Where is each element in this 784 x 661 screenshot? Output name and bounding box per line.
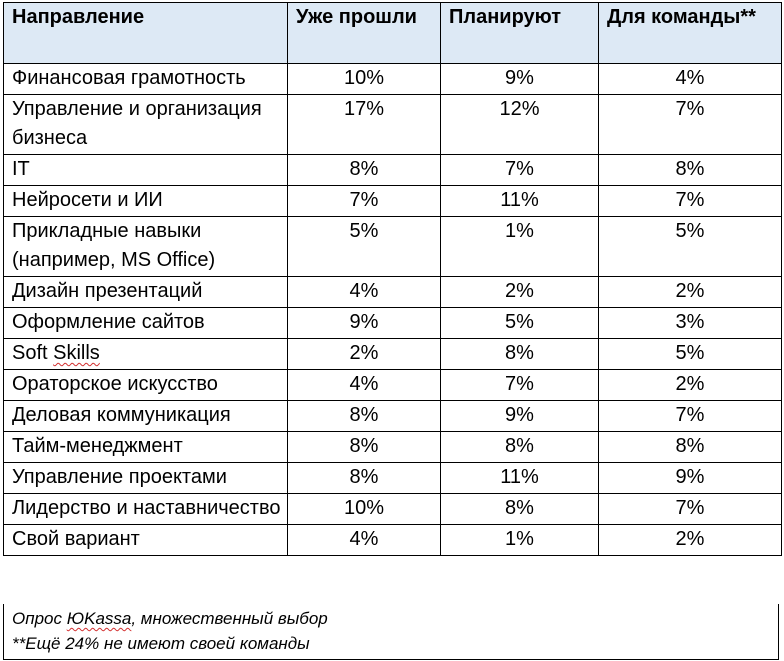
table-row: IT 8% 7% 8% — [3, 154, 782, 186]
team-footnote: **Ещё 24% не имеют своей команды — [12, 634, 310, 653]
cell-planned: 9% — [440, 63, 599, 95]
cell-direction: Дизайн презентаций — [3, 276, 288, 308]
cell-planned: 8% — [440, 338, 599, 370]
cell-team: 2% — [598, 369, 782, 401]
cell-done: 8% — [287, 400, 441, 432]
cell-team: 5% — [598, 216, 782, 277]
source-note-prefix: Опрос — [12, 609, 67, 628]
table-row: Деловая коммуникация 8% 9% 7% — [3, 400, 782, 432]
cell-direction: Свой вариант — [3, 524, 288, 556]
cell-done: 10% — [287, 493, 441, 525]
cell-planned: 9% — [440, 400, 599, 432]
cell-planned: 2% — [440, 276, 599, 308]
cell-team: 2% — [598, 524, 782, 556]
cell-planned: 11% — [440, 185, 599, 217]
header-team: Для команды** — [598, 2, 782, 64]
cell-done: 2% — [287, 338, 441, 370]
cell-planned: 1% — [440, 524, 599, 556]
cell-direction: Управление и организация бизнеса — [3, 94, 288, 155]
cell-done: 4% — [287, 276, 441, 308]
cell-team: 7% — [598, 185, 782, 217]
cell-direction: Нейросети и ИИ — [3, 185, 288, 217]
cell-planned: 8% — [440, 431, 599, 463]
source-brand: ЮKassa — [66, 609, 132, 628]
cell-team: 7% — [598, 400, 782, 432]
cell-planned: 7% — [440, 369, 599, 401]
header-row: Направление Уже прошли Планируют Для ком… — [3, 2, 782, 64]
table-row: Нейросети и ИИ 7% 11% 7% — [3, 185, 782, 217]
cell-team: 7% — [598, 94, 782, 155]
table-row: Оформление сайтов 9% 5% 3% — [3, 307, 782, 339]
table-row: Лидерство и наставничество 10% 8% 7% — [3, 493, 782, 525]
survey-table: Направление Уже прошли Планируют Для ком… — [3, 2, 782, 556]
header-planned: Планируют — [440, 2, 599, 64]
header-direction: Направление — [3, 2, 288, 64]
cell-direction: Лидерство и наставничество — [3, 493, 288, 525]
cell-planned: 11% — [440, 462, 599, 494]
cell-direction: Управление проектами — [3, 462, 288, 494]
cell-direction: Финансовая грамотность — [3, 63, 288, 95]
cell-planned: 8% — [440, 493, 599, 525]
table-header: Направление Уже прошли Планируют Для ком… — [3, 2, 782, 64]
spellcheck-word: Skills — [53, 342, 100, 364]
cell-done: 8% — [287, 462, 441, 494]
cell-direction: Деловая коммуникация — [3, 400, 288, 432]
cell-team: 5% — [598, 338, 782, 370]
footnotes: Опрос ЮKassa, множественный выбор **Ещё … — [3, 604, 779, 660]
header-done: Уже прошли — [287, 2, 441, 64]
cell-done: 4% — [287, 369, 441, 401]
table-row: Soft Skills 2% 8% 5% — [3, 338, 782, 370]
cell-done: 10% — [287, 63, 441, 95]
cell-direction: Оформление сайтов — [3, 307, 288, 339]
cell-direction: Ораторское искусство — [3, 369, 288, 401]
cell-planned: 7% — [440, 154, 599, 186]
cell-done: 4% — [287, 524, 441, 556]
cell-team: 3% — [598, 307, 782, 339]
cell-team: 7% — [598, 493, 782, 525]
table-row: Дизайн презентаций 4% 2% 2% — [3, 276, 782, 308]
cell-done: 8% — [287, 154, 441, 186]
table-row: Управление проектами 8% 11% 9% — [3, 462, 782, 494]
cell-team: 8% — [598, 431, 782, 463]
cell-team: 8% — [598, 154, 782, 186]
cell-team: 9% — [598, 462, 782, 494]
table-row: Финансовая грамотность 10% 9% 4% — [3, 63, 782, 95]
table-row: Тайм-менеджмент 8% 8% 8% — [3, 431, 782, 463]
cell-done: 8% — [287, 431, 441, 463]
source-note-suffix: , множественный выбор — [131, 609, 328, 628]
cell-done: 17% — [287, 94, 441, 155]
table-row: Прикладные навыки (например, MS Office) 5… — [3, 216, 782, 277]
cell-done: 5% — [287, 216, 441, 277]
cell-planned: 5% — [440, 307, 599, 339]
cell-direction: IT — [3, 154, 288, 186]
cell-direction: Тайм-менеджмент — [3, 431, 288, 463]
cell-done: 7% — [287, 185, 441, 217]
source-note: Опрос ЮKassa, множественный выбор — [12, 606, 778, 631]
table-row: Ораторское искусство 4% 7% 2% — [3, 369, 782, 401]
table-body: Финансовая грамотность 10% 9% 4% Управление … — [3, 63, 782, 556]
cell-team: 2% — [598, 276, 782, 308]
cell-planned: 12% — [440, 94, 599, 155]
cell-team: 4% — [598, 63, 782, 95]
cell-direction: Soft Skills — [3, 338, 288, 370]
table-row: Управление и организация бизнеса 17% 12% 7% — [3, 94, 782, 155]
cell-planned: 1% — [440, 216, 599, 277]
table-row: Свой вариант 4% 1% 2% — [3, 524, 782, 556]
cell-direction: Прикладные навыки (например, MS Office) — [3, 216, 288, 277]
cell-done: 9% — [287, 307, 441, 339]
